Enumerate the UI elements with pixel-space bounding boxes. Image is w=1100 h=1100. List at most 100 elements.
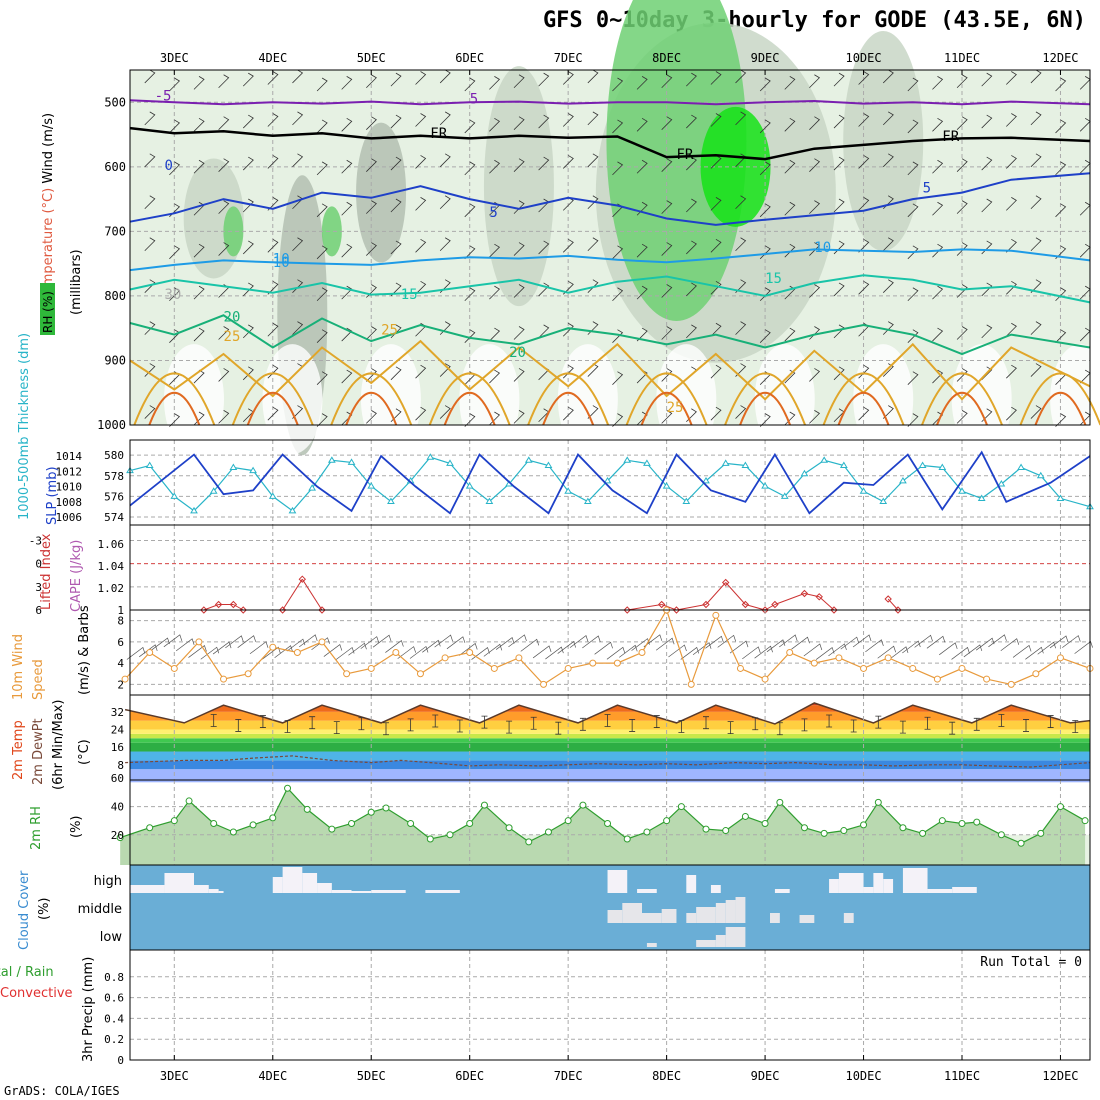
wind-barb <box>809 74 821 89</box>
rh2m-point <box>919 829 927 837</box>
wind-barb <box>661 326 673 340</box>
rh2m-point <box>860 821 868 829</box>
wind-barb <box>415 280 427 295</box>
wind-barb <box>809 410 821 424</box>
wind-barb <box>464 413 476 427</box>
temp-ytick: 16 <box>111 741 124 754</box>
wind10-ytick: 6 <box>117 636 124 649</box>
rh-swatch <box>40 283 55 335</box>
wind-barb <box>784 117 796 132</box>
wind-barb <box>538 156 550 171</box>
wind10-barb <box>939 642 958 656</box>
ylabel-part: Temperature (°C) <box>41 184 56 301</box>
wind-barb <box>267 406 279 421</box>
isotherm-arc-inner <box>640 391 693 426</box>
rh2m-point <box>800 824 808 832</box>
temp-band <box>130 711 1090 721</box>
wind-barb <box>612 287 624 302</box>
rh-blob <box>483 66 554 307</box>
wind-barb <box>464 287 476 302</box>
wind-barb <box>1030 153 1042 168</box>
thickness-point <box>170 492 179 499</box>
wind10-barb <box>508 634 527 648</box>
temp-minmax-bar <box>703 716 709 730</box>
cloud-high-gap <box>218 891 224 893</box>
contour-label: 20 <box>509 345 526 361</box>
wind10-point <box>761 675 769 683</box>
temp-ytick: 8 <box>117 759 124 772</box>
wind-barb <box>956 284 968 298</box>
temp-band <box>130 760 1090 770</box>
wind-barb <box>612 413 624 427</box>
thickness-ytick: 576 <box>104 490 124 503</box>
wind10-barb <box>348 642 367 656</box>
wind-barb <box>661 116 673 130</box>
temp-band <box>130 738 1090 743</box>
wind10-barb <box>1037 641 1057 655</box>
wind10-point <box>909 664 917 672</box>
wind-barb <box>464 77 476 92</box>
thickness-point <box>426 453 435 460</box>
wind-barb <box>636 285 648 300</box>
rh2m-point <box>328 825 336 833</box>
wind-barb <box>587 69 599 84</box>
wind-barb <box>932 411 944 426</box>
wind-barb <box>833 72 845 87</box>
wind-barb <box>759 203 771 218</box>
wind-barb <box>562 364 574 379</box>
wind-barb <box>316 119 328 134</box>
cloud-high-gap <box>371 890 406 893</box>
temp-minmax-bar <box>432 714 439 728</box>
wind-barb <box>932 201 944 216</box>
contour-6 <box>129 339 1091 401</box>
cape-seg <box>745 604 766 611</box>
wind10-point <box>687 680 695 688</box>
rh2m-point <box>663 817 671 825</box>
slp-ytick: 1006 <box>56 511 83 524</box>
rh2m-point <box>604 820 612 827</box>
wind-barb <box>1030 405 1042 419</box>
wind10-ylabel-a: 10m Wind <box>11 634 26 700</box>
wind-barb <box>193 285 205 300</box>
rh2m-point <box>1017 839 1025 847</box>
wind-barb <box>489 76 501 90</box>
wind-barb <box>218 74 230 89</box>
cape-point <box>657 600 666 609</box>
upper-air-ytick: 800 <box>104 289 126 303</box>
cape-ytick: 1 <box>117 604 124 617</box>
thickness-point <box>623 456 632 463</box>
wind10-barb <box>692 642 712 656</box>
rh2m-point <box>820 829 828 837</box>
precip-run-total: Run Total = 0 <box>980 955 1082 970</box>
wind-barb <box>562 322 574 337</box>
wind10-barb <box>569 635 589 648</box>
wind10-barb <box>163 634 183 648</box>
wind-barb <box>735 405 747 419</box>
wind10-barb <box>372 634 392 648</box>
temp-band <box>130 751 1090 761</box>
wind-barb <box>193 76 205 90</box>
wind-barb <box>882 153 894 168</box>
slp-ytick: 1008 <box>56 496 83 509</box>
wind10-barb <box>434 634 453 648</box>
wind-barb <box>513 368 525 382</box>
cape-ytick: 1.04 <box>98 560 125 573</box>
wind-barb <box>562 155 574 169</box>
isotherm-arc <box>1019 372 1100 426</box>
wind-barb <box>833 156 845 171</box>
wind-barb <box>242 366 254 381</box>
wind-barb <box>636 76 648 90</box>
wind-barb <box>956 116 968 130</box>
wind-barb <box>587 111 599 126</box>
wind-barb <box>587 153 599 168</box>
wind-barb <box>218 410 230 424</box>
wind-barb <box>292 405 304 419</box>
wind10-point <box>1032 670 1040 678</box>
precip-frame <box>129 949 1091 1061</box>
wind-barb <box>562 71 574 85</box>
wind10-point <box>121 675 129 683</box>
wind-barb <box>833 198 845 213</box>
wind-barb <box>144 237 156 252</box>
temp-minmax-bar <box>924 716 931 730</box>
wind-barb <box>316 245 328 260</box>
